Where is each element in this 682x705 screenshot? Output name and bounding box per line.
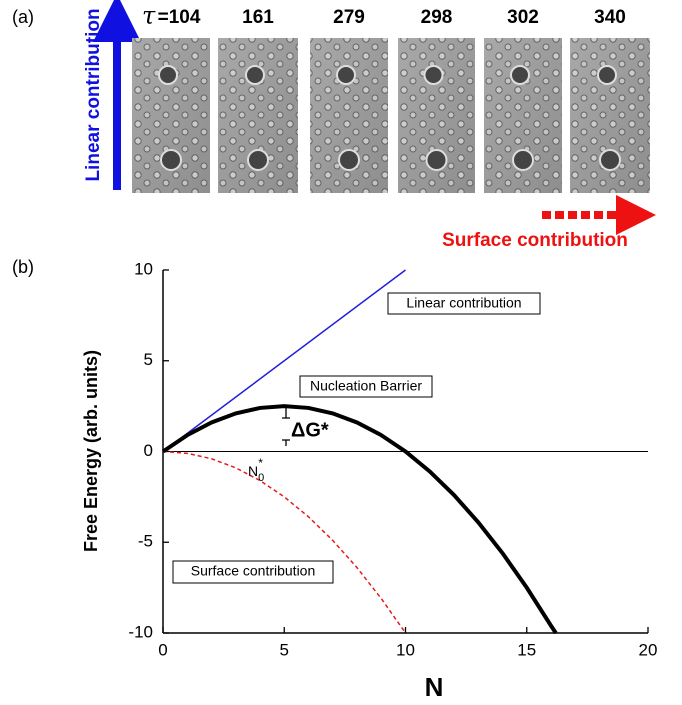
bubble — [512, 149, 534, 171]
annotation-box — [387, 292, 541, 315]
y-tick-label: 0 — [144, 441, 153, 460]
panel-label: (a) — [12, 7, 34, 27]
tau-symbol: τ — [142, 2, 156, 30]
x-tick-label: 20 — [639, 640, 658, 659]
frame-label: 302 — [507, 7, 539, 28]
y-tick-label: -5 — [138, 532, 153, 551]
x-tick-label: 0 — [158, 640, 167, 659]
panel-label: (b) — [12, 257, 34, 277]
delta-g-label: ΔG* — [291, 419, 329, 441]
bubble — [423, 65, 444, 85]
bubble — [425, 149, 448, 171]
n0-label: N0 * — [248, 456, 264, 484]
x-tick-label: 5 — [280, 640, 289, 659]
frame-label: 298 — [421, 7, 453, 28]
x-axis-label: N — [425, 672, 444, 702]
arrow-label: Surface contribution — [442, 230, 628, 251]
bubble — [338, 149, 360, 171]
annotation: Nucleation Barrier — [310, 378, 422, 394]
annotation: Linear contribution — [406, 295, 521, 311]
bubble — [336, 65, 356, 85]
barrier-marker — [282, 406, 290, 446]
series-line — [161, 404, 558, 635]
plot-area: -10 -5 0 5 10 0 5 10 15 20 — [128, 259, 657, 659]
y-tick-label: 10 — [134, 259, 153, 278]
series-line — [162, 269, 406, 453]
series-line — [162, 450, 407, 634]
annotation: Surface contribution — [191, 563, 316, 579]
arrow-label: Linear contribution — [83, 8, 104, 181]
n0-sub: 0 — [258, 472, 264, 484]
bubble — [599, 149, 621, 171]
frame-label: =104 — [158, 7, 201, 28]
frame-label: 161 — [242, 7, 274, 28]
frame-label: 279 — [333, 7, 365, 28]
bubble — [510, 65, 530, 85]
annotation-box — [299, 375, 433, 398]
y-tick-label: -10 — [128, 622, 153, 641]
frame-label: 340 — [594, 7, 626, 28]
bubble — [597, 65, 617, 85]
n0-sup: * — [258, 456, 263, 470]
x-tick-label: 15 — [517, 640, 536, 659]
annotation-box — [172, 560, 334, 584]
bubble — [247, 149, 269, 171]
bubble — [245, 65, 265, 85]
n0-base: N — [248, 463, 258, 479]
x-tick-label: 10 — [396, 640, 415, 659]
bubble — [158, 65, 178, 85]
y-axis-label: Free Energy (arb. units) — [81, 350, 101, 552]
bubble — [160, 149, 182, 171]
y-tick-label: 5 — [144, 350, 153, 369]
